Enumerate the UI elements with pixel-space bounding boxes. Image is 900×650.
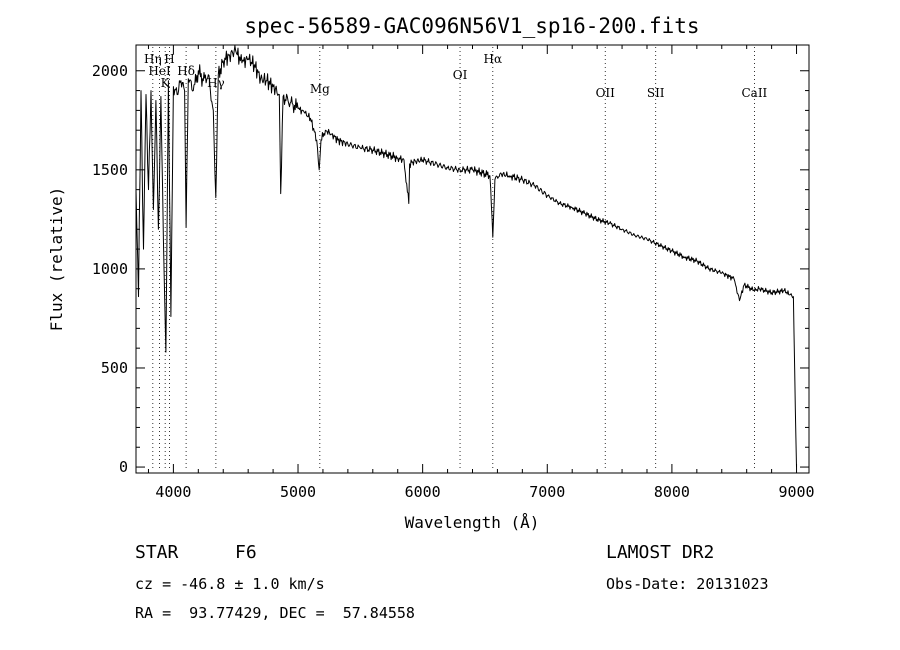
axis-ticks: 4000 5000 6000 7000 8000 9000 0 500 1000 1500 2000	[92, 45, 815, 501]
x-tick-label: 8000	[654, 483, 690, 501]
x-axis-label: Wavelength (Å)	[405, 513, 540, 532]
chart-title: spec-56589-GAC096N56V1_sp16-200.fits	[244, 14, 699, 38]
y-tick-label: 2000	[92, 62, 128, 80]
object-subclass: F6	[235, 542, 257, 563]
line-marker-label: OII	[596, 86, 616, 100]
line-marker-label: OI	[453, 68, 468, 82]
plot-frame	[135, 44, 810, 474]
line-marker-label: SII	[647, 86, 665, 100]
redshift-value: cz = -46.8 ± 1.0 km/s	[135, 575, 325, 593]
spectrum-line	[135, 45, 797, 468]
line-marker-label: K	[161, 76, 171, 90]
survey-name: LAMOST DR2	[606, 542, 715, 563]
sky-coordinates: RA = 93.77429, DEC = 57.84558	[135, 604, 415, 622]
x-tick-label: 5000	[280, 483, 316, 501]
line-marker-label: CaII	[741, 86, 767, 100]
y-axis-label: Flux (relative)	[47, 187, 66, 332]
line-marker-label: H	[164, 52, 174, 66]
observation-date: Obs-Date: 20131023	[606, 575, 769, 593]
x-tick-label: 9000	[778, 483, 814, 501]
y-tick-label: 1500	[92, 161, 128, 179]
x-tick-label: 4000	[155, 483, 191, 501]
x-tick-label: 7000	[529, 483, 565, 501]
y-tick-label: 0	[119, 458, 128, 476]
line-marker-label: Hη	[144, 52, 162, 66]
y-tick-label: 500	[101, 359, 128, 377]
line-marker-label: Hα	[484, 52, 503, 66]
line-marker-label: Hδ	[177, 64, 195, 78]
line-marker-label: Mg	[310, 82, 330, 96]
object-class: STAR	[135, 542, 179, 563]
y-tick-label: 1000	[92, 260, 128, 278]
line-marker-label: Hγ	[207, 76, 225, 90]
x-tick-label: 6000	[405, 483, 441, 501]
